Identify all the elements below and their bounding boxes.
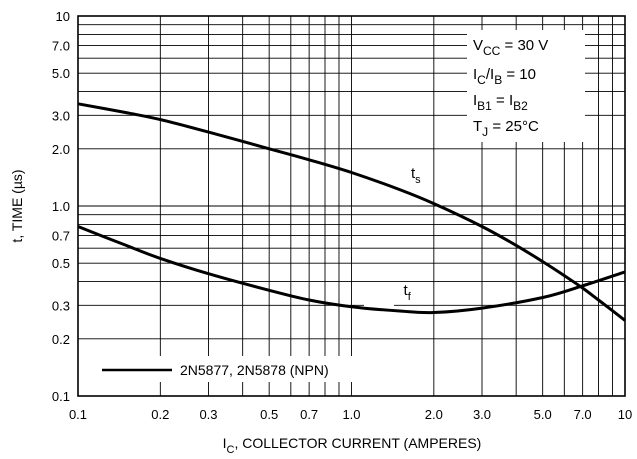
tf-label-background xyxy=(364,283,394,311)
series-tf-label: tf xyxy=(404,282,412,303)
y-tick-label: 0.2 xyxy=(52,332,70,347)
y-tick-label: 10 xyxy=(56,9,70,24)
curve-labels: ts tf xyxy=(404,165,422,303)
condition-line: VCC = 30 V xyxy=(473,37,548,58)
y-tick-labels: 0.1 0.2 0.3 0.5 0.7 1.0 2.0 3.0 5.0 7.0 10 xyxy=(52,9,70,404)
series-ts-line xyxy=(77,102,626,322)
condition-line: TJ = 25°C xyxy=(473,118,539,139)
x-tick-label: 0.2 xyxy=(151,407,169,422)
y-tick-label: 2.0 xyxy=(52,142,70,157)
y-tick-label: 5.0 xyxy=(52,66,70,81)
y-tick-label: 0.5 xyxy=(52,256,70,271)
grid xyxy=(77,15,626,397)
ts-label-background xyxy=(388,160,420,188)
y-tick-label: 0.3 xyxy=(52,298,70,313)
y-tick-label: 0.7 xyxy=(52,228,70,243)
x-tick-label: 10 xyxy=(618,407,632,422)
curves xyxy=(77,102,626,322)
y-tick-label: 3.0 xyxy=(52,108,70,123)
x-tick-label: 1.0 xyxy=(342,407,360,422)
x-tick-label: 0.3 xyxy=(199,407,217,422)
y-tick-label: 7.0 xyxy=(52,38,70,53)
conditions-background xyxy=(467,30,585,142)
y-axis-label: t, TIME (µs) xyxy=(9,169,25,242)
series-tf-line xyxy=(77,225,626,315)
legend: 2N5877, 2N5878 (NPN) xyxy=(102,362,329,378)
x-tick-label: 2.0 xyxy=(425,407,443,422)
y-tick-label: 1.0 xyxy=(52,199,70,214)
x-tick-label: 5.0 xyxy=(534,407,552,422)
x-tick-label: 7.0 xyxy=(574,407,592,422)
x-tick-label: 0.1 xyxy=(69,407,87,422)
x-tick-label: 0.5 xyxy=(260,407,278,422)
annotation-backgrounds xyxy=(96,30,585,382)
x-tick-label: 3.0 xyxy=(473,407,491,422)
condition-line: IB1 = IB2 xyxy=(473,92,528,113)
y-tick-label: 0.1 xyxy=(52,389,70,404)
x-axis-label: IC, COLLECTOR CURRENT (AMPERES) xyxy=(223,435,482,456)
condition-line: IC/IB = 10 xyxy=(473,66,536,87)
test-conditions: VCC = 30 V IC/IB = 10 IB1 = IB2 TJ = 25°C xyxy=(473,37,548,139)
legend-text: 2N5877, 2N5878 (NPN) xyxy=(180,362,329,378)
x-tick-label: 0.7 xyxy=(300,407,318,422)
plot-frame xyxy=(77,15,626,397)
series-ts-label: ts xyxy=(411,165,421,186)
x-tick-labels: 0.1 0.2 0.3 0.5 0.7 1.0 2.0 3.0 5.0 7.0 10 xyxy=(69,407,632,422)
